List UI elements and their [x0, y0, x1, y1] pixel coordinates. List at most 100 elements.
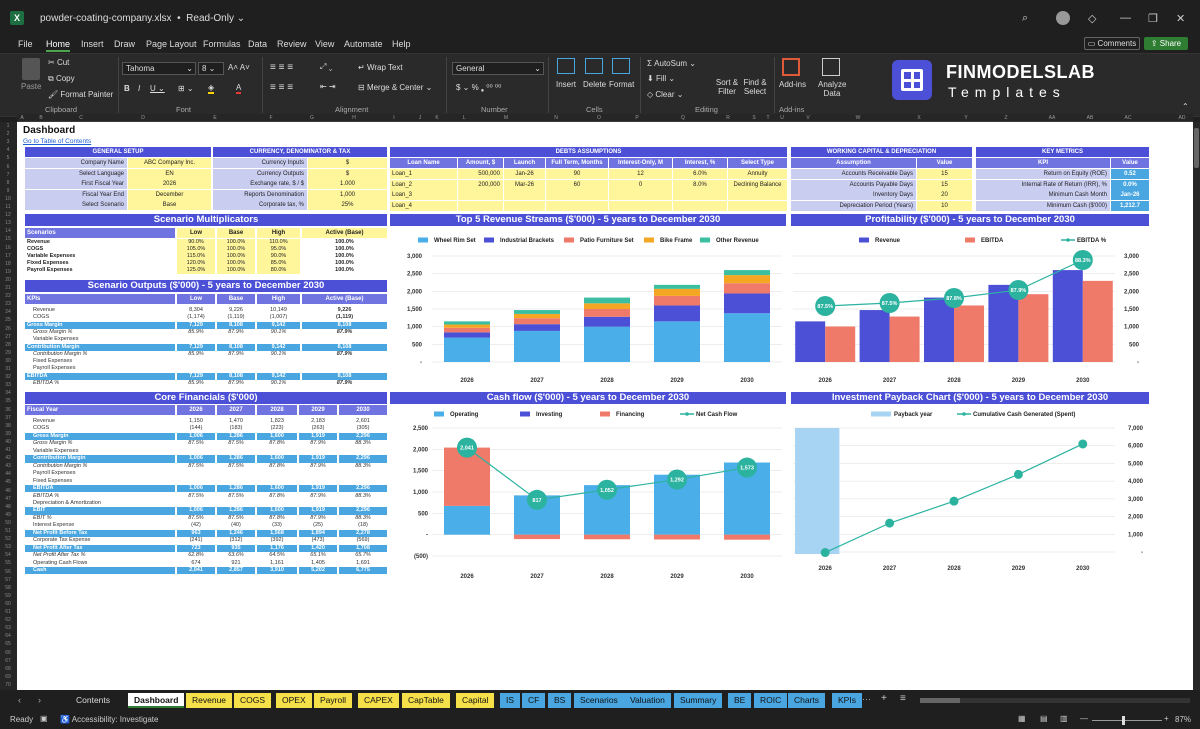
row-header[interactable]: 19: [5, 268, 11, 275]
tab-cogs[interactable]: COGS: [234, 693, 272, 708]
addins-button[interactable]: Add-ins: [779, 80, 807, 89]
tab-opex[interactable]: OPEX: [276, 693, 312, 708]
column-header[interactable]: O: [597, 115, 601, 121]
borders-icon[interactable]: ⊞ ⌄: [178, 84, 194, 93]
column-header[interactable]: G: [310, 115, 314, 121]
column-header[interactable]: C: [79, 115, 83, 121]
menu-review[interactable]: Review: [277, 39, 307, 49]
font-size-select[interactable]: 8 ⌄: [198, 62, 224, 75]
menu-data[interactable]: Data: [248, 39, 268, 49]
column-header[interactable]: R: [726, 115, 730, 121]
orientation-icon[interactable]: ⤢ ⌄: [320, 62, 333, 71]
row-header[interactable]: 8: [6, 179, 10, 186]
row-header[interactable]: 40: [5, 438, 11, 445]
row-header[interactable]: 38: [5, 422, 11, 429]
page-break-icon[interactable]: ▥: [1060, 714, 1068, 723]
row-header[interactable]: 55: [5, 560, 11, 567]
row-header[interactable]: 13: [5, 220, 11, 227]
row-header[interactable]: 49: [5, 511, 11, 518]
menu-insert[interactable]: Insert: [81, 39, 104, 49]
column-header[interactable]: Y: [964, 115, 968, 121]
tab-scroll-right-icon[interactable]: ›: [38, 695, 41, 705]
wrap-text-button[interactable]: ↵ Wrap Text: [358, 63, 403, 72]
row-header[interactable]: 30: [5, 357, 11, 364]
worksheet[interactable]: Dashboard Go to Table of Contents GENERA…: [17, 122, 1193, 690]
font-name-select[interactable]: Tahoma ⌄: [122, 62, 196, 75]
row-header[interactable]: 10: [5, 195, 11, 202]
grow-font-icon[interactable]: A˄ A˅: [228, 63, 250, 72]
bold-button[interactable]: B: [124, 84, 130, 93]
row-header[interactable]: 17: [5, 252, 11, 259]
column-header[interactable]: AD: [1178, 115, 1186, 121]
row-header[interactable]: 29: [5, 349, 11, 356]
tab-capex[interactable]: CAPEX: [358, 693, 399, 708]
row-header[interactable]: 52: [5, 536, 11, 543]
row-header[interactable]: 67: [5, 657, 11, 664]
sort-filter-button[interactable]: Sort & Filter: [715, 78, 739, 96]
search-icon[interactable]: ⌕: [1022, 12, 1029, 24]
row-header[interactable]: 7: [6, 171, 10, 178]
tab-capital[interactable]: Capital: [456, 693, 495, 708]
column-header[interactable]: N: [554, 115, 558, 121]
row-header[interactable]: 23: [5, 301, 11, 308]
row-header[interactable]: 42: [5, 455, 11, 462]
comments-button[interactable]: ▭ Comments: [1084, 37, 1140, 50]
underline-button[interactable]: U ⌄: [150, 84, 165, 93]
menu-draw[interactable]: Draw: [114, 39, 136, 49]
macro-record-icon[interactable]: ▣: [40, 714, 48, 723]
column-header[interactable]: AA: [1048, 115, 1056, 121]
format-button[interactable]: Format: [609, 80, 635, 89]
tab-captable[interactable]: CapTable: [402, 693, 450, 708]
row-header[interactable]: 27: [5, 333, 11, 340]
column-header[interactable]: Z: [1004, 115, 1008, 121]
row-header[interactable]: 70: [5, 681, 11, 688]
column-header[interactable]: U: [780, 115, 784, 121]
tab-scenarios[interactable]: Scenarios: [574, 693, 624, 708]
row-header[interactable]: 62: [5, 617, 11, 624]
row-header[interactable]: 31: [5, 366, 11, 372]
column-header[interactable]: Q: [681, 115, 685, 121]
menu-page-layout[interactable]: Page Layout: [146, 39, 197, 49]
column-header[interactable]: H: [352, 115, 356, 121]
zoom-out-icon[interactable]: —: [1080, 714, 1088, 723]
row-header[interactable]: 61: [5, 609, 11, 615]
column-header[interactable]: A: [20, 115, 24, 121]
insert-button[interactable]: Insert: [556, 80, 577, 89]
row-header[interactable]: 66: [5, 649, 11, 656]
format-painter-button[interactable]: 🖌 Format Painter: [48, 90, 114, 99]
toc-link[interactable]: Go to Table of Contents: [23, 138, 92, 145]
tab-roic[interactable]: ROIC: [754, 693, 788, 708]
tab-revenue[interactable]: Revenue: [186, 693, 233, 708]
row-header[interactable]: 39: [5, 430, 11, 437]
row-header[interactable]: 5: [6, 155, 10, 162]
analyze-data-icon[interactable]: [822, 58, 840, 76]
row-header[interactable]: 15: [5, 236, 11, 243]
row-header[interactable]: 56: [5, 568, 11, 575]
menu-file[interactable]: File: [18, 39, 33, 49]
row-header[interactable]: 57: [5, 576, 11, 583]
menu-help[interactable]: Help: [392, 39, 411, 49]
column-header[interactable]: L: [462, 115, 466, 121]
minimize-icon[interactable]: —: [1120, 12, 1131, 24]
row-header[interactable]: 65: [5, 641, 11, 648]
tab-valuation[interactable]: Valuation: [624, 693, 671, 708]
row-header[interactable]: 14: [5, 228, 11, 235]
accessibility-status[interactable]: ♿ Accessibility: Investigate: [60, 715, 159, 724]
column-header[interactable]: B: [39, 115, 43, 121]
cut-button[interactable]: ✂ Cut: [48, 58, 70, 67]
zoom-level[interactable]: 87%: [1175, 715, 1192, 724]
number-format-select[interactable]: General ⌄: [452, 62, 544, 75]
column-header[interactable]: AB: [1086, 115, 1094, 121]
ribbon-collapse-icon[interactable]: ⌃: [1182, 102, 1189, 111]
row-header[interactable]: 63: [5, 625, 11, 632]
row-header[interactable]: 41: [5, 447, 11, 453]
row-header[interactable]: 51: [5, 528, 11, 534]
row-header[interactable]: 25: [5, 317, 11, 324]
sheet-list-icon[interactable]: ≡: [900, 693, 906, 704]
row-header[interactable]: 1: [6, 123, 10, 129]
row-header[interactable]: 20: [5, 276, 11, 283]
row-header[interactable]: 18: [5, 260, 11, 267]
delete-icon[interactable]: [585, 58, 603, 74]
merge-center-button[interactable]: ⊟ Merge & Center ⌄: [358, 83, 433, 92]
row-header[interactable]: 50: [5, 519, 11, 526]
